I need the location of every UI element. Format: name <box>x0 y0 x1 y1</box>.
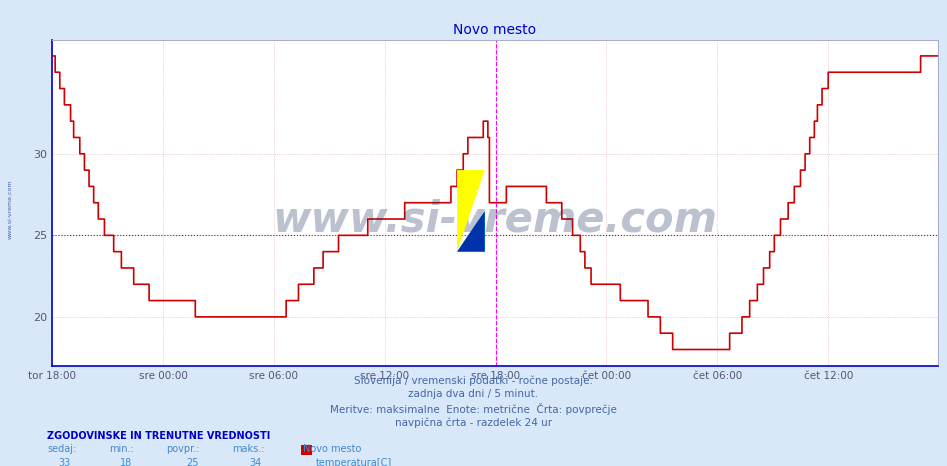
Text: zadnja dva dni / 5 minut.: zadnja dva dni / 5 minut. <box>408 389 539 399</box>
Text: 34: 34 <box>249 458 261 466</box>
Text: www.si-vreme.com: www.si-vreme.com <box>273 198 717 240</box>
Polygon shape <box>457 211 485 252</box>
Text: Novo mesto: Novo mesto <box>303 444 362 453</box>
Text: sedaj:: sedaj: <box>47 444 77 453</box>
Text: Meritve: maksimalne  Enote: metrične  Črta: povprečje: Meritve: maksimalne Enote: metrične Črta… <box>331 403 616 415</box>
Text: 25: 25 <box>187 458 199 466</box>
Text: www.si-vreme.com: www.si-vreme.com <box>8 180 12 240</box>
Text: temperatura[C]: temperatura[C] <box>315 458 392 466</box>
Text: navpična črta - razdelek 24 ur: navpična črta - razdelek 24 ur <box>395 417 552 428</box>
Title: Novo mesto: Novo mesto <box>454 23 536 37</box>
Text: povpr.:: povpr.: <box>166 444 199 453</box>
Text: 18: 18 <box>120 458 133 466</box>
Text: 33: 33 <box>59 458 71 466</box>
Text: ZGODOVINSKE IN TRENUTNE VREDNOSTI: ZGODOVINSKE IN TRENUTNE VREDNOSTI <box>47 431 271 441</box>
Text: Slovenija / vremenski podatki - ročne postaje.: Slovenija / vremenski podatki - ročne po… <box>354 375 593 386</box>
Polygon shape <box>457 211 485 252</box>
Text: min.:: min.: <box>109 444 134 453</box>
Polygon shape <box>457 170 485 252</box>
Text: maks.:: maks.: <box>232 444 264 453</box>
